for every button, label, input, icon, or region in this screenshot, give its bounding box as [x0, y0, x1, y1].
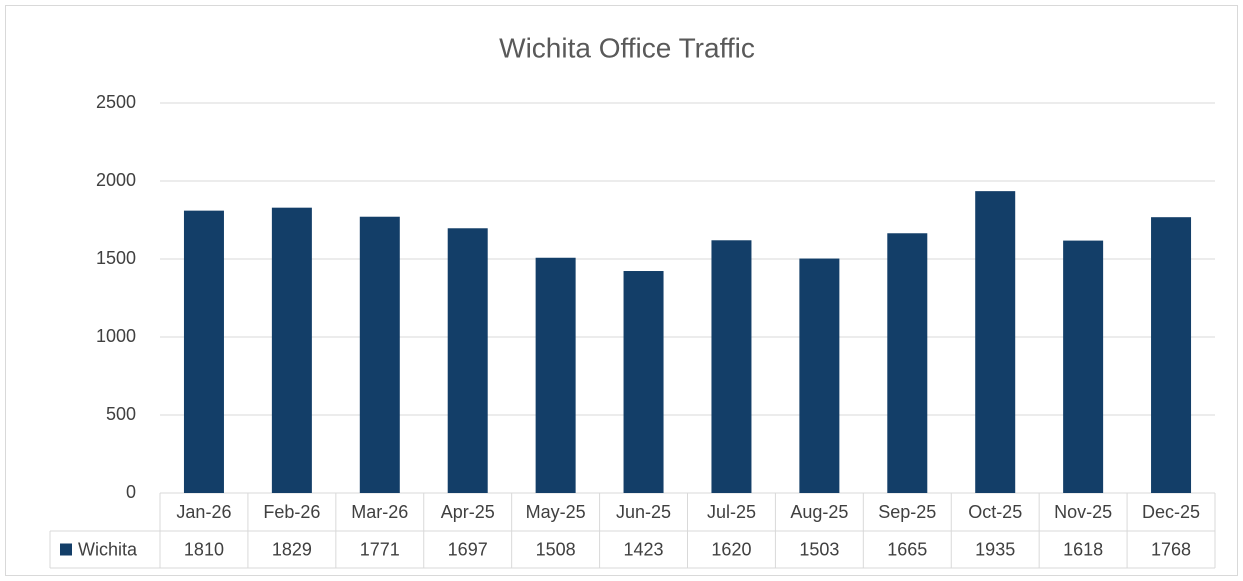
- x-tick-label: Jan-26: [176, 502, 231, 522]
- table-value: 1620: [711, 539, 751, 559]
- y-tick-label: 2500: [96, 92, 136, 112]
- bar: [623, 271, 664, 493]
- bar: [711, 240, 752, 493]
- bar: [799, 258, 840, 493]
- x-tick-label: Oct-25: [968, 502, 1022, 522]
- bar: [183, 210, 224, 493]
- table-value: 1768: [1151, 539, 1191, 559]
- bar: [447, 228, 488, 493]
- y-tick-label: 0: [126, 482, 136, 502]
- y-tick-label: 2000: [96, 170, 136, 190]
- table-value: 1665: [887, 539, 927, 559]
- bar: [887, 233, 928, 493]
- chart-title: Wichita Office Traffic: [499, 32, 755, 63]
- bar: [271, 207, 312, 493]
- table-value: 1829: [272, 539, 312, 559]
- x-tick-label: May-25: [526, 502, 586, 522]
- x-tick-label: Dec-25: [1142, 502, 1200, 522]
- table-value: 1697: [448, 539, 488, 559]
- x-tick-label: Nov-25: [1054, 502, 1112, 522]
- table-value: 1810: [184, 539, 224, 559]
- x-tick-label: Apr-25: [441, 502, 495, 522]
- table-value: 1508: [536, 539, 576, 559]
- table-value: 1618: [1063, 539, 1103, 559]
- bar: [359, 216, 400, 493]
- y-tick-label: 1000: [96, 326, 136, 346]
- bar: [1151, 217, 1192, 493]
- x-tick-label: Jun-25: [616, 502, 671, 522]
- legend-label: Wichita: [78, 539, 138, 559]
- table-value: 1423: [624, 539, 664, 559]
- x-tick-label: Jul-25: [707, 502, 756, 522]
- bar: [975, 191, 1016, 493]
- table-value: 1503: [799, 539, 839, 559]
- bar: [535, 257, 576, 493]
- x-tick-label: Feb-26: [263, 502, 320, 522]
- legend-swatch: [60, 543, 72, 556]
- x-tick-label: Aug-25: [790, 502, 848, 522]
- table-value: 1935: [975, 539, 1015, 559]
- y-tick-label: 1500: [96, 248, 136, 268]
- x-tick-label: Mar-26: [351, 502, 408, 522]
- x-tick-label: Sep-25: [878, 502, 936, 522]
- table-value: 1771: [360, 539, 400, 559]
- bar: [1063, 240, 1104, 493]
- y-tick-label: 500: [106, 404, 136, 424]
